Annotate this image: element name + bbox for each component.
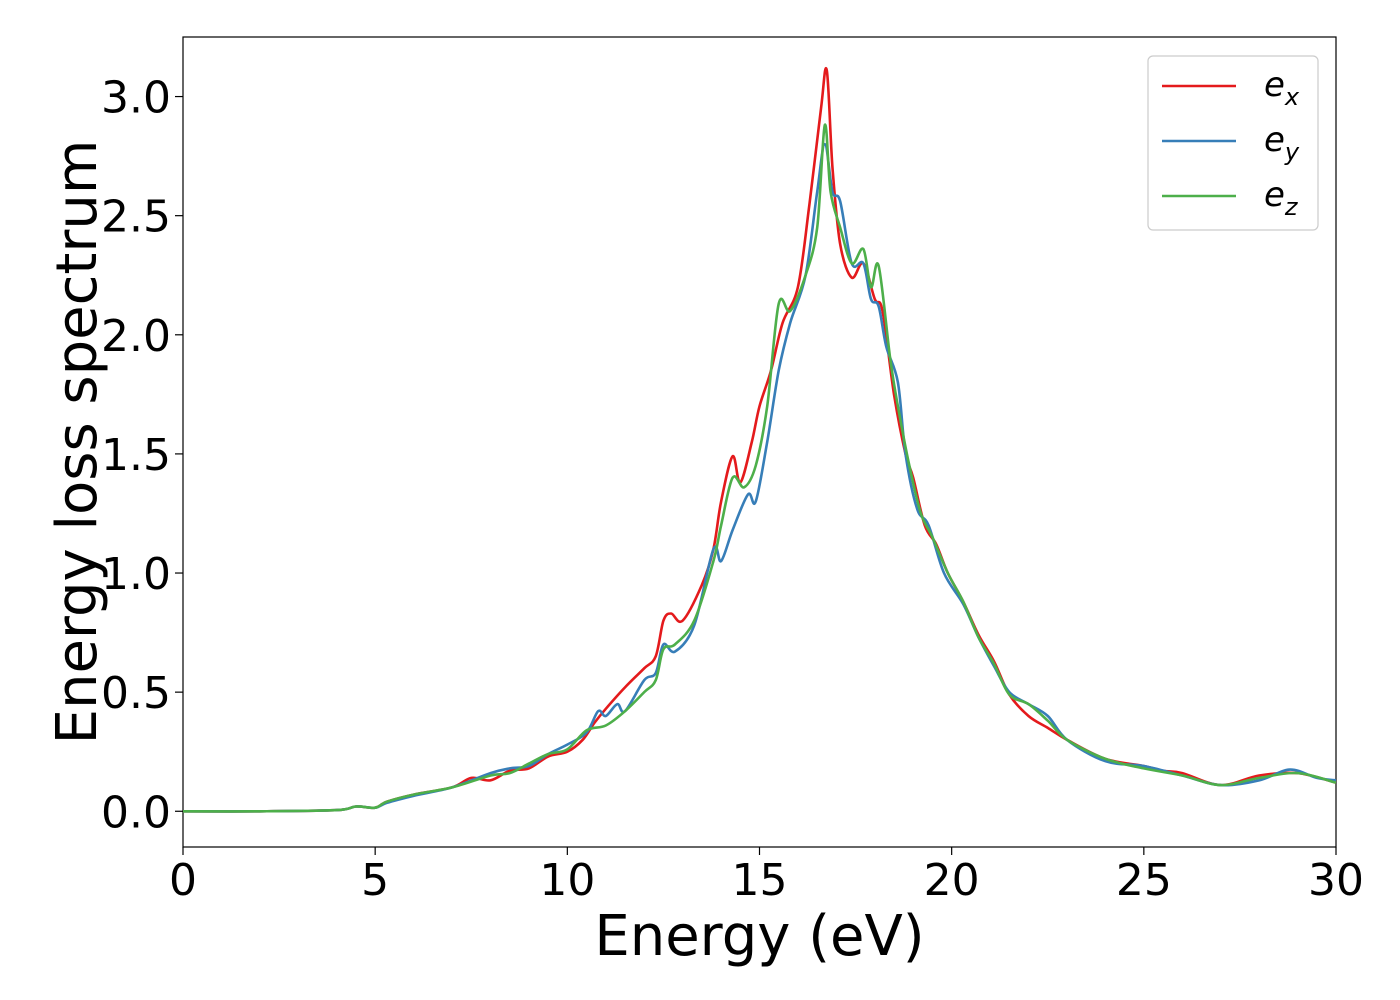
legend-label-e-z: ez [1264,175,1299,221]
legend-box [1147,55,1319,231]
x-tick-label: 30 [1308,855,1364,906]
x-axis-label: Energy (eV) [594,904,924,969]
legend: ex ey ez [1147,55,1319,231]
legend-label-e-y: ey [1264,120,1300,166]
plot-frame [182,36,1337,848]
x-tick-label: 25 [1116,855,1172,906]
x-axis-ticks: 0 5 10 15 20 25 30 [169,847,1364,906]
y-tick-label: 0.0 [101,787,171,838]
plot-area [182,36,1337,848]
y-axis-label: Energy loss spectrum [45,140,110,745]
y-tick-label: 0.5 [101,668,171,719]
x-tick-label: 0 [169,855,197,906]
x-tick-label: 10 [539,855,595,906]
y-tick-label: 1.5 [101,430,171,481]
x-tick-label: 5 [361,855,389,906]
y-tick-label: 2.0 [101,311,171,362]
x-tick-label: 20 [924,855,980,906]
y-tick-label: 2.5 [101,192,171,243]
legend-label-e-x: ex [1264,65,1300,111]
y-tick-label: 1.0 [101,549,171,600]
x-tick-label: 15 [732,855,788,906]
series-line-e-z [183,123,1336,813]
y-tick-label: 3.0 [101,73,171,124]
series-layer [183,66,1336,813]
y-axis-ticks: 0.0 0.5 1.0 1.5 2.0 2.5 3.0 [101,73,183,838]
